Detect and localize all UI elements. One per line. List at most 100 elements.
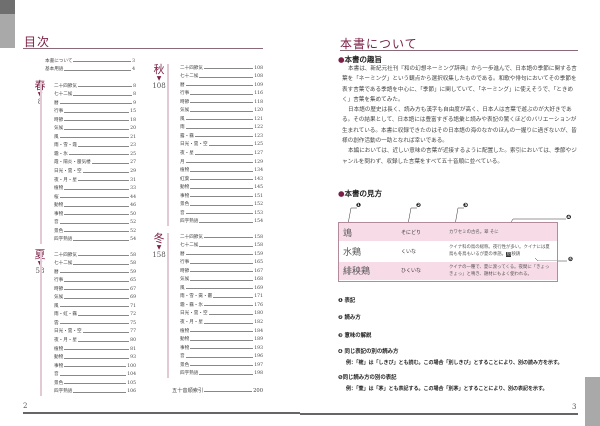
toc-entry[interactable]: 動物 46 <box>54 200 136 208</box>
toc-entry[interactable]: 景色 197 <box>180 359 263 368</box>
leader-line <box>77 314 130 316</box>
toc-entry[interactable]: 風 71 <box>54 300 136 309</box>
toc-entry[interactable]: 二十四節気 108 <box>180 62 263 71</box>
toc-entry[interactable]: 雨・雪・霞 23 <box>54 140 136 148</box>
leader-line <box>59 222 130 224</box>
paragraph: 日本語の歴史は長く、読み方も漢字も自由度が高く、日本人は言葉で遊ぶのが大好きであ… <box>342 107 577 145</box>
toc-entry-label: 雨・雪・霙・霰 <box>180 294 213 300</box>
toc-entry-label: 動物 <box>180 337 190 343</box>
toc-entry[interactable]: 夜・星 127 <box>180 147 263 156</box>
toc-entry[interactable]: 霞・陽炎・蜃気楼 27 <box>54 157 136 165</box>
toc-entry[interactable]: 行事 116 <box>180 88 263 96</box>
toc-entry-page: 59 <box>130 269 136 275</box>
toc-entry[interactable]: 事物 100 <box>54 360 136 369</box>
toc-entry[interactable]: 日光・雲・空 77 <box>54 326 136 334</box>
toc-entry[interactable]: 行事 65 <box>54 275 136 283</box>
toc-entry[interactable]: 時節 167 <box>180 265 263 274</box>
toc-entry[interactable]: 夜・月・星 182 <box>180 316 263 325</box>
toc-entry[interactable]: 行事 165 <box>180 257 263 265</box>
toc-entry-page: 18 <box>130 117 136 123</box>
toc-entry[interactable]: 時節 118 <box>180 96 263 105</box>
toc-entry[interactable]: 夜・月・星 31 <box>54 174 136 183</box>
toc-entry-label: 四字熟語 <box>54 389 73 395</box>
toc-entry-page: 193 <box>254 345 263 351</box>
toc-entry-label: 桜 <box>54 194 59 200</box>
toc-entry[interactable]: 七十二候 58 <box>54 258 136 266</box>
toc-entry[interactable]: 気候 120 <box>180 105 263 113</box>
toc-entry[interactable]: 動物 189 <box>180 334 263 343</box>
toc-entry[interactable]: 植物 33 <box>54 183 136 191</box>
toc-entry[interactable]: 音 153 <box>180 207 263 216</box>
legend-4-example: 例：「樒」は「しきび」とも読む。この場合「別しきび」とすることにより、別の読み方… <box>346 360 563 366</box>
toc-entry[interactable]: 基本用語 4 <box>45 64 135 72</box>
toc-entry[interactable]: 気候 69 <box>54 292 136 300</box>
toc-entry[interactable]: 本書について 3 <box>45 55 135 64</box>
toc-entry[interactable]: 日光・雲・空 29 <box>54 165 136 174</box>
toc-entry[interactable]: 景色 52 <box>54 225 136 234</box>
toc-entry[interactable]: 音 52 <box>54 217 136 225</box>
toc-entry[interactable]: 夜・月・星 80 <box>54 334 136 343</box>
toc-entry[interactable]: 気候 168 <box>180 274 263 282</box>
toc-entry-label: 風 <box>180 285 185 291</box>
toc-entry[interactable]: 露・霧 123 <box>180 130 263 139</box>
toc-entry[interactable]: 四字熟語 54 <box>54 234 136 243</box>
toc-entry[interactable]: 植物 81 <box>54 343 136 352</box>
toc-entry-page: 9 <box>133 100 136 106</box>
toc-entry[interactable]: 雨・雪・霙・霰 171 <box>180 291 263 300</box>
toc-entry[interactable]: 動物 145 <box>180 182 263 190</box>
toc-entry[interactable]: 四字熟語 198 <box>180 368 263 376</box>
toc-entry-index[interactable]: 五十音順索引 200 <box>172 385 263 394</box>
toc-entry[interactable]: 動物 93 <box>54 352 136 360</box>
toc-entry[interactable]: 桜 44 <box>54 191 136 200</box>
legend-label: 表記 <box>344 298 356 304</box>
toc-entry[interactable]: 気候 20 <box>54 123 136 131</box>
toc-entry[interactable]: 七十二候 8 <box>54 89 136 97</box>
leader-line <box>59 306 130 308</box>
toc-entry[interactable]: 植物 134 <box>180 165 263 173</box>
toc-entry[interactable]: 日光・雲・空 125 <box>180 139 263 147</box>
toc-entry[interactable]: 雨・虹・霧 72 <box>54 309 136 317</box>
toc-entry[interactable]: 事物 151 <box>180 190 263 199</box>
toc-entry-page: 159 <box>254 251 263 257</box>
toc-entry[interactable]: 音 196 <box>180 351 263 359</box>
toc-entry[interactable]: 二十四節気 158 <box>180 231 263 240</box>
toc-entry[interactable]: 風 169 <box>180 282 263 291</box>
toc-entry[interactable]: 二十四節気 8 <box>54 80 136 89</box>
toc-entry[interactable]: 事物 50 <box>54 208 136 217</box>
toc-entry[interactable]: 雲 75 <box>54 317 136 326</box>
toc-entry-page: 154 <box>254 219 263 225</box>
toc-entry[interactable]: 四字熟語 154 <box>180 216 263 225</box>
toc-entry[interactable]: 七十二候 108 <box>180 71 263 79</box>
toc-entry[interactable]: 暦 159 <box>180 248 263 257</box>
toc-entry[interactable]: 風 21 <box>54 131 136 140</box>
leader-line <box>190 339 254 341</box>
toc-entry[interactable]: 日光・雲・空 180 <box>180 308 263 316</box>
toc-entry[interactable]: 四字熟語 106 <box>54 386 136 395</box>
toc-entry[interactable]: 紅葉 143 <box>180 173 263 182</box>
toc-entry[interactable]: 暦 109 <box>180 79 263 88</box>
toc-entry-page: 108 <box>254 65 263 71</box>
toc-entry[interactable]: 霜・氷 25 <box>54 148 136 157</box>
toc-entry[interactable]: 景色 152 <box>180 199 263 208</box>
toc-entry[interactable]: 時節 18 <box>54 114 136 123</box>
toc-entry[interactable]: 七十二候 158 <box>180 240 263 248</box>
toc-entry-label: 景色 <box>180 202 190 208</box>
toc-entry-page: 54 <box>130 237 136 243</box>
toc-entry[interactable]: 時節 67 <box>54 283 136 292</box>
toc-entry[interactable]: 事物 193 <box>180 342 263 351</box>
toc-entry[interactable]: 植物 184 <box>180 325 263 334</box>
toc-entry-page: 123 <box>254 133 263 139</box>
toc-entry[interactable]: 行事 15 <box>54 106 136 114</box>
page-number-left: 2 <box>23 402 28 410</box>
toc-entry[interactable]: 風 121 <box>180 113 263 122</box>
toc-entry[interactable]: 暦 59 <box>54 266 136 275</box>
toc-entry[interactable]: 景色 105 <box>54 377 136 386</box>
toc-entry[interactable]: 雨 122 <box>180 122 263 130</box>
toc-entry[interactable]: 二十四節気 58 <box>54 249 136 258</box>
toc-entry[interactable]: 音 104 <box>54 369 136 377</box>
toc-entry[interactable]: 霜・霧・氷 176 <box>180 299 263 308</box>
toc-entry[interactable]: 月 129 <box>180 156 263 165</box>
leader-line <box>82 171 130 173</box>
leader-line <box>190 204 254 206</box>
